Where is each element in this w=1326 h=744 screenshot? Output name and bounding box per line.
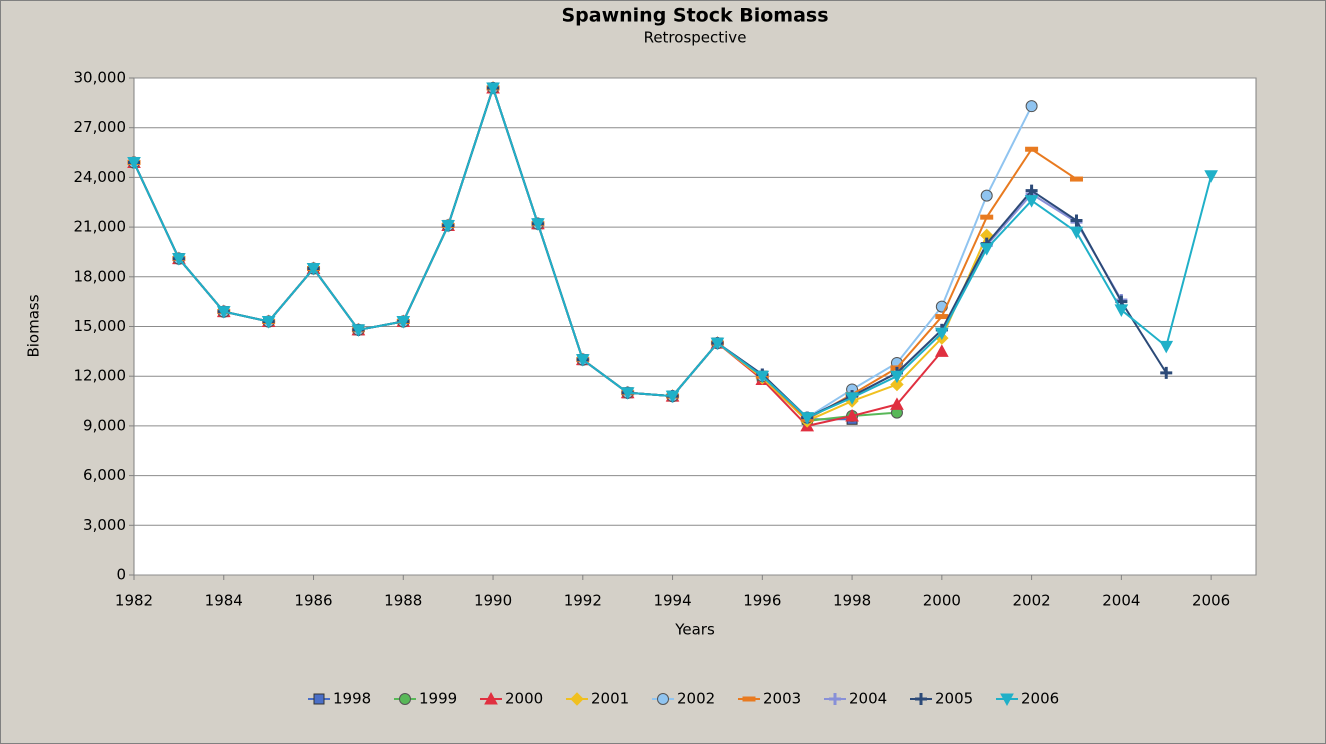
marker: [1025, 100, 1038, 113]
marker: [845, 408, 859, 422]
marker: [980, 189, 993, 202]
legend-label: 2003: [763, 690, 801, 708]
y-tick-label: 6,000: [83, 466, 126, 484]
y-tick-label: 24,000: [74, 168, 127, 186]
y-tick-label: 0: [116, 566, 126, 584]
legend-label: 1999: [419, 690, 457, 708]
marker: [172, 253, 186, 266]
x-tick-label: 1994: [653, 592, 691, 610]
marker: [1114, 304, 1129, 317]
marker: [486, 82, 500, 95]
chart-subtitle: Retrospective: [644, 29, 747, 47]
chart-title: Spawning Stock Biomass: [561, 5, 828, 27]
marker: [1025, 146, 1039, 152]
marker: [657, 693, 669, 705]
marker: [935, 314, 949, 320]
x-tick-label: 1988: [384, 592, 422, 610]
legend-label: 2001: [591, 690, 629, 708]
legend-label: 2000: [505, 690, 543, 708]
y-axis-label: Biomass: [25, 294, 43, 357]
marker: [306, 263, 321, 276]
marker: [934, 327, 949, 341]
y-tick-label: 15,000: [74, 317, 127, 335]
marker: [1159, 340, 1174, 354]
x-tick-label: 1982: [115, 592, 153, 610]
marker: [396, 316, 411, 329]
marker: [890, 397, 904, 410]
marker: [755, 370, 770, 384]
legend-label: 2004: [849, 690, 887, 708]
marker: [742, 696, 756, 702]
x-tick-label: 1984: [205, 592, 243, 610]
y-tick-label: 3,000: [83, 516, 126, 534]
marker: [979, 243, 994, 256]
y-tick-label: 12,000: [74, 367, 127, 385]
marker: [351, 324, 366, 337]
marker: [1070, 214, 1083, 227]
x-tick-label: 2000: [923, 592, 961, 610]
marker: [1069, 176, 1083, 182]
legend-label: 2005: [935, 690, 973, 708]
marker: [934, 344, 949, 357]
x-tick-label: 2002: [1013, 592, 1051, 610]
x-tick-label: 1986: [294, 592, 332, 610]
series: [127, 82, 1218, 425]
y-tick-label: 21,000: [74, 218, 127, 236]
y-tick-label: 27,000: [74, 118, 127, 136]
marker: [216, 306, 231, 319]
x-tick-label: 1998: [833, 592, 871, 610]
marker: [1204, 170, 1218, 183]
marker: [1024, 195, 1039, 208]
x-tick-label: 1996: [743, 592, 781, 610]
legend-label: 1998: [333, 690, 371, 708]
marker: [484, 691, 498, 705]
marker: [620, 387, 635, 400]
marker: [980, 214, 994, 220]
marker: [531, 218, 545, 231]
marker: [665, 390, 680, 404]
x-tick-label: 2004: [1102, 592, 1140, 610]
legend-label: 2002: [677, 690, 715, 708]
legend-label: 2006: [1021, 690, 1059, 708]
marker: [313, 693, 325, 705]
x-tick-label: 1992: [564, 592, 602, 610]
marker: [575, 354, 590, 367]
x-tick-label: 2006: [1192, 592, 1230, 610]
marker: [1160, 366, 1173, 379]
marker: [829, 693, 841, 705]
marker: [890, 377, 904, 392]
marker: [1000, 693, 1014, 707]
marker: [890, 370, 904, 384]
x-tick-label: 1990: [474, 592, 512, 610]
y-tick-label: 18,000: [74, 267, 127, 285]
marker: [710, 337, 725, 351]
x-axis-label: Years: [674, 621, 715, 639]
marker: [1025, 184, 1038, 197]
y-tick-label: 9,000: [83, 416, 126, 434]
marker: [1069, 226, 1084, 240]
marker: [399, 693, 411, 705]
marker: [845, 392, 859, 405]
marker: [127, 156, 141, 170]
y-tick-label: 30,000: [74, 69, 127, 87]
marker: [915, 693, 927, 705]
marker: [441, 219, 456, 233]
marker: [261, 316, 276, 329]
marker: [800, 412, 815, 425]
marker: [570, 692, 584, 706]
